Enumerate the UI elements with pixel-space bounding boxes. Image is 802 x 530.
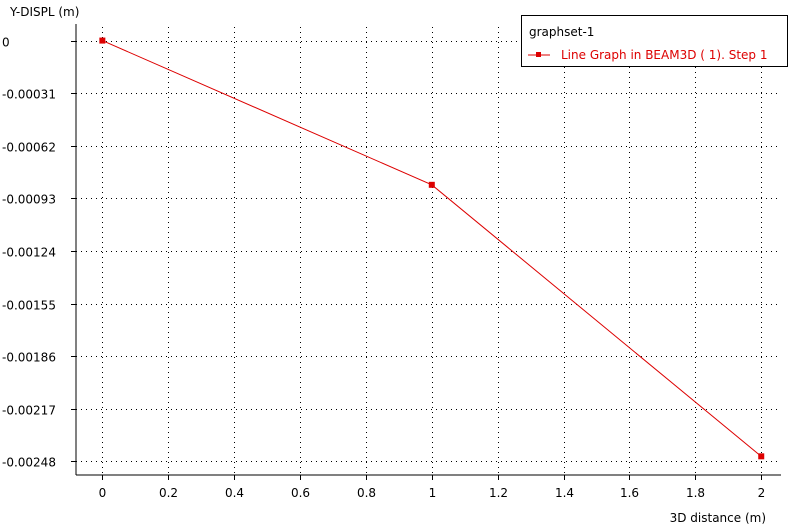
grid — [76, 27, 781, 475]
y-tick-label: -0.00062 — [2, 141, 56, 155]
y-tick-label: -0.00031 — [2, 88, 56, 102]
legend-entry: Line Graph in BEAM3D ( 1). Step 1 — [522, 47, 787, 63]
legend: graphset-1 Line Graph in BEAM3D ( 1). St… — [521, 15, 788, 67]
y-tick-label: -0.00124 — [2, 246, 56, 260]
series — [99, 37, 765, 460]
data-point — [428, 181, 435, 188]
y-tick-label: -0.00248 — [2, 456, 56, 470]
legend-label: Line Graph in BEAM3D ( 1). Step 1 — [561, 48, 768, 62]
x-tick-label: 1.8 — [686, 486, 705, 500]
x-tick-label: 0.6 — [291, 486, 310, 500]
x-axis-label: 3D distance (m) — [670, 511, 766, 525]
data-point — [99, 37, 106, 44]
y-tick-label: -0.00186 — [2, 351, 56, 365]
x-tick-label: 0 — [99, 486, 107, 500]
x-tick-label: 0.4 — [225, 486, 244, 500]
y-tick-label: -0.00093 — [2, 193, 56, 207]
x-tick-label: 1 — [429, 486, 437, 500]
legend-swatch — [528, 52, 550, 57]
x-tick-label: 0.2 — [159, 486, 178, 500]
y-axis-label: Y-DISPL (m) — [9, 5, 79, 19]
x-tick-label: 1.2 — [489, 486, 508, 500]
legend-title: graphset-1 — [529, 25, 595, 39]
x-tick-label: 1.4 — [555, 486, 574, 500]
data-point — [758, 453, 765, 460]
x-tick-label: 2 — [758, 486, 766, 500]
tick-labels: 0 0.2 0.4 0.6 0.8 1 1.2 1.4 1.6 1.8 2 0 -0.00031 -0.0… — [2, 36, 765, 501]
x-tick-label: 1.6 — [620, 486, 639, 500]
y-tick-label: -0.00155 — [2, 299, 56, 313]
y-tick-label: 0 — [2, 36, 10, 50]
x-tick-label: 0.8 — [357, 486, 376, 500]
y-tick-label: -0.00217 — [2, 404, 56, 418]
axes — [71, 24, 781, 480]
series-line — [102, 40, 762, 457]
